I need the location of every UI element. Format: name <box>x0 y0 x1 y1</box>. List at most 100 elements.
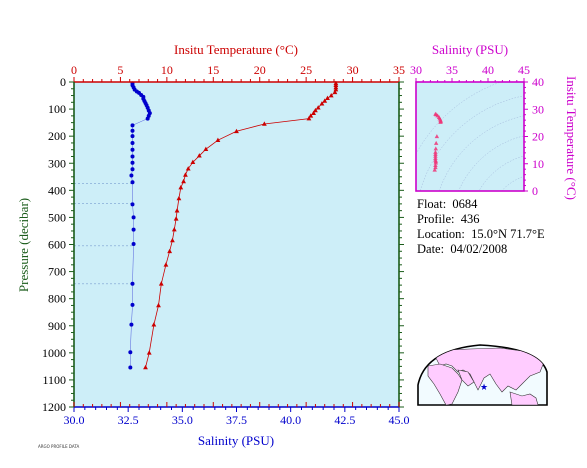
location-value: 15.0°N 71.7°E <box>471 227 545 241</box>
date-value: 04/02/2008 <box>450 242 508 256</box>
temperature-axis-title: Insitu Temperature (°C) <box>174 42 298 57</box>
pressure-tick-label: 200 <box>48 129 66 143</box>
salinity-point <box>130 140 135 145</box>
float-id-line: Float: 0684 <box>417 197 545 212</box>
date-line: Date: 04/02/2008 <box>417 242 545 257</box>
temperature-point <box>156 302 161 308</box>
temperature-point <box>167 248 173 254</box>
temperature-point <box>173 216 179 221</box>
pressure-tick-label: 0 <box>60 75 66 89</box>
float-id-value: 0684 <box>452 197 478 211</box>
temperature-point <box>328 92 334 98</box>
salinity-tick-label: 42.5 <box>334 413 355 427</box>
salinity-point <box>128 365 133 370</box>
ts-temperature-tick-label: 20 <box>532 130 544 144</box>
salinity-point <box>130 128 135 133</box>
profile-value: 436 <box>460 212 480 226</box>
pressure-tick-label: 500 <box>48 210 66 224</box>
temperature-point <box>203 146 209 151</box>
profile-guide-lines <box>74 183 133 285</box>
pressure-tick-label: 300 <box>48 156 66 170</box>
temperature-point <box>143 364 148 370</box>
salinity-point <box>145 116 150 121</box>
map-land-africa <box>427 363 463 405</box>
temperature-tick-label: 10 <box>161 63 173 77</box>
temperature-tick-label: 30 <box>347 63 359 77</box>
map-land-arabia <box>457 369 475 387</box>
float-location-marker: ★ <box>480 382 488 392</box>
temperature-point <box>181 178 186 184</box>
float-id-label: Float: <box>417 197 447 211</box>
ts-point <box>433 153 438 158</box>
pressure-tick-label: 1000 <box>42 346 66 360</box>
temperature-point <box>151 322 157 327</box>
salinity-point <box>129 322 134 327</box>
salinity-point <box>131 215 136 220</box>
pressure-tick-label: 400 <box>48 183 66 197</box>
ts-point <box>432 167 437 172</box>
location-line: Location: 15.0°N 71.7°E <box>417 227 545 242</box>
temperature-point <box>183 172 188 177</box>
ts-temperature-tick-label: 10 <box>532 157 544 171</box>
ts-point <box>433 140 439 145</box>
temperature-point <box>311 110 316 115</box>
salinity-point <box>130 154 135 159</box>
salinity-point <box>131 227 136 232</box>
map-land-indonesia-australia <box>509 391 539 405</box>
temperature-point <box>171 227 177 232</box>
ts-salinity-tick-label: 30 <box>410 63 422 77</box>
profile-label: Profile: <box>417 212 455 226</box>
pressure-tick-label: 600 <box>48 238 66 252</box>
ts-temperature-tick-label: 40 <box>532 75 544 89</box>
pressure-tick-label: 700 <box>48 265 66 279</box>
temperature-point <box>190 159 196 164</box>
ts-point <box>433 162 438 167</box>
location-label: Location: <box>417 227 465 241</box>
profile-series <box>128 80 339 370</box>
ts-series <box>432 111 444 172</box>
temperature-tick-label: 15 <box>207 63 219 77</box>
pressure-axis-title: Pressure (decibar) <box>16 198 31 292</box>
pressure-tick-label: 1100 <box>42 373 66 387</box>
pressure-tick-label: 1200 <box>42 400 66 414</box>
salinity-point <box>128 350 133 355</box>
ts-point <box>434 134 440 139</box>
ts-salinity-tick-label: 45 <box>518 63 530 77</box>
salinity-tick-label: 45.0 <box>389 413 410 427</box>
temperature-tick-label: 5 <box>117 63 123 77</box>
temperature-point <box>315 105 321 110</box>
ts-salinity-title: Salinity (PSU) <box>432 42 508 57</box>
salinity-point <box>130 180 135 185</box>
salinity-point <box>130 123 135 128</box>
temperature-point <box>146 350 152 355</box>
ts-temperature-title: Insitu Temperature (°C) <box>564 76 579 200</box>
temperature-tick-label: 25 <box>300 63 312 77</box>
salinity-point <box>131 241 136 246</box>
salinity-point <box>130 202 135 207</box>
temperature-point <box>176 195 182 201</box>
temperature-point <box>163 262 169 267</box>
location-map: ★ <box>417 344 548 406</box>
ts-temperature-tick-label: 30 <box>532 102 544 116</box>
temperature-tick-label: 20 <box>254 63 266 77</box>
ts-salinity-tick-label: 40 <box>482 63 494 77</box>
ts-point <box>433 165 438 170</box>
temperature-point <box>319 101 325 106</box>
credit-text: ARGO PROFILE DATA <box>38 444 80 449</box>
ts-point <box>433 160 438 165</box>
pressure-tick-label: 900 <box>48 319 66 333</box>
profile-axes: 0 5 10 15 20 25 30 35 30.0 32.5 35.0 37.5 40.0 42.5 45… <box>42 63 410 427</box>
salinity-tick-label: 30.0 <box>64 413 85 427</box>
temperature-point <box>322 98 328 103</box>
temperature-point <box>170 237 175 243</box>
ts-point <box>438 119 443 124</box>
salinity-tick-label: 35.0 <box>172 413 193 427</box>
temperature-point <box>234 128 239 134</box>
temperature-point <box>185 166 191 171</box>
temperature-point <box>196 153 202 158</box>
salinity-axis-title: Salinity (PSU) <box>198 433 274 448</box>
salinity-point <box>130 147 135 152</box>
ts-temperature-tick-label: 0 <box>532 184 538 198</box>
